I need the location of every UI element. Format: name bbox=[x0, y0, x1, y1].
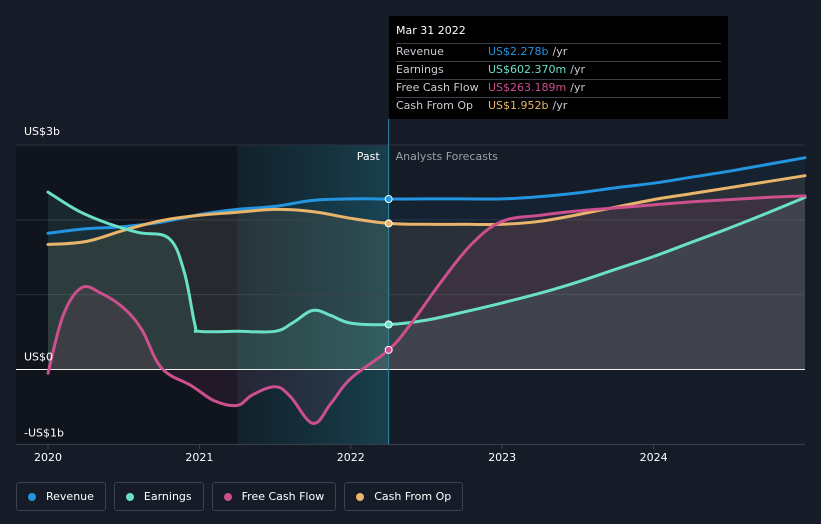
tooltip-date: Mar 31 2022 bbox=[396, 24, 466, 37]
tooltip-label: Revenue bbox=[396, 45, 444, 58]
tooltip-row-cash-from-op: Cash From Op US$1.952b /yr bbox=[396, 97, 721, 115]
tooltip-row-revenue: Revenue US$2.278b /yr bbox=[396, 43, 721, 61]
revenue-marker-point bbox=[384, 195, 393, 204]
tooltip: Mar 31 2022 Revenue US$2.278b /yr Earnin… bbox=[389, 16, 728, 119]
earnings-line bbox=[46, 190, 807, 334]
series-lines bbox=[46, 156, 807, 425]
grid bbox=[16, 144, 805, 450]
legend-revenue[interactable]: Revenue bbox=[16, 482, 106, 511]
cfo-marker-point bbox=[384, 219, 393, 228]
x-axis-label: 2022 bbox=[337, 451, 365, 464]
fcf-line bbox=[46, 194, 807, 425]
tooltip-value: US$2.278b bbox=[488, 45, 549, 58]
tooltip-label: Earnings bbox=[396, 63, 444, 76]
x-axis-labels: 2020 2021 2022 2023 2024 bbox=[34, 451, 668, 464]
fcf-area bbox=[48, 195, 805, 424]
y-axis-label: US$3b bbox=[24, 125, 60, 138]
cfo-area bbox=[48, 175, 805, 370]
legend-earnings[interactable]: Earnings bbox=[113, 482, 204, 511]
x-axis-label: 2023 bbox=[488, 451, 516, 464]
cfo-line bbox=[46, 174, 807, 246]
y-axis-label: -US$1b bbox=[24, 426, 64, 439]
tooltip-row-free-cash-flow: Free Cash Flow US$263.189m /yr bbox=[396, 79, 721, 97]
y-axis-label: US$0 bbox=[24, 351, 53, 364]
x-axis-label: 2021 bbox=[185, 451, 213, 464]
free-cash-flow-dot-icon bbox=[223, 492, 232, 501]
forecast-label: Analysts Forecasts bbox=[396, 150, 499, 163]
legend-label: Earnings bbox=[143, 490, 192, 503]
tooltip-unit: /yr bbox=[570, 63, 585, 76]
y-axis-labels: US$3b US$0 -US$1b bbox=[24, 125, 64, 439]
tooltip-value: US$263.189m bbox=[488, 81, 567, 94]
earnings-dot-icon bbox=[125, 492, 134, 501]
hover-markers bbox=[384, 195, 393, 354]
legend-cash-from-op[interactable]: Cash From Op bbox=[344, 482, 464, 511]
legend-free-cash-flow[interactable]: Free Cash Flow bbox=[211, 482, 337, 511]
tooltip-row-earnings: Earnings US$602.370m /yr bbox=[396, 61, 721, 79]
tooltip-value: US$1.952b bbox=[488, 99, 549, 112]
revenue-dot-icon bbox=[28, 492, 36, 501]
earnings-marker-point bbox=[384, 320, 393, 329]
cash-from-op-dot-icon bbox=[356, 492, 365, 501]
tooltip-unit: /yr bbox=[570, 81, 585, 94]
x-axis-label: 2024 bbox=[640, 451, 668, 464]
tooltip-label: Cash From Op bbox=[396, 99, 474, 112]
legend: Revenue Earnings Free Cash Flow Cash Fro… bbox=[16, 482, 464, 511]
x-axis-label: 2020 bbox=[34, 451, 62, 464]
legend-label: Cash From Op bbox=[374, 490, 452, 503]
tooltip-unit: /yr bbox=[552, 45, 568, 58]
legend-label: Revenue bbox=[46, 490, 94, 503]
earnings-area bbox=[48, 192, 805, 370]
tooltip-label: Free Cash Flow bbox=[396, 81, 479, 94]
past-label: Past bbox=[357, 150, 381, 163]
tooltip-value: US$602.370m bbox=[488, 63, 567, 76]
fcf-marker-point bbox=[384, 345, 393, 354]
tooltip-unit: /yr bbox=[552, 99, 568, 112]
legend-label: Free Cash Flow bbox=[241, 490, 325, 503]
